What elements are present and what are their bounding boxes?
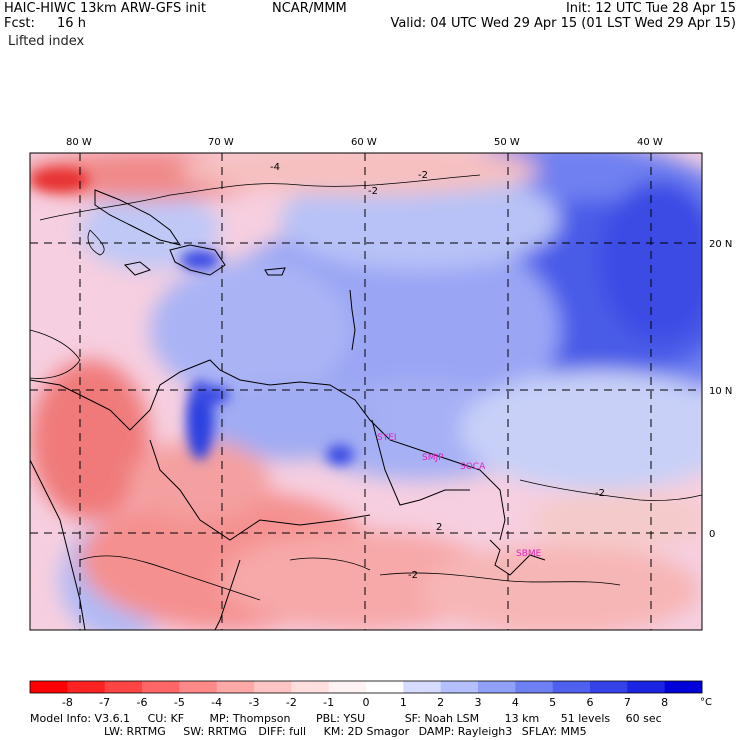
colorbar-tick-label: -7 [99, 696, 111, 709]
colorbar-swatch [216, 681, 255, 693]
colorbar-swatch [291, 681, 330, 693]
colorbar-tick-label: 4 [511, 696, 519, 709]
colorbar-frame [29, 680, 703, 694]
lon-label: 40 W [637, 137, 663, 148]
colorbar-tick-label: -3 [248, 696, 260, 709]
colorbar-swatch [142, 681, 180, 693]
colorbar-swatch [403, 681, 442, 693]
sflay-info: SFLAY: MM5 [521, 725, 587, 738]
org-label: NCAR/MMM [272, 1, 347, 16]
field-name: Lifted index [8, 34, 85, 49]
colorbar-swatch [590, 681, 628, 693]
colorbar-tick-label: -2 [285, 696, 297, 709]
station-label: SOCA [460, 462, 486, 472]
station-label: SMJP [422, 453, 444, 463]
cu-info: CU: KF [147, 712, 185, 725]
model-title: HAIC-HIWC 13km ARW-GFS init [4, 1, 206, 16]
contour-label: -2 [595, 488, 605, 499]
colorbar-swatch [30, 681, 68, 693]
colorbar-tick-label: -1 [323, 696, 335, 709]
colorbar-swatch [366, 681, 404, 693]
colorbar-swatch [254, 681, 292, 693]
contour-label: -2 [408, 570, 418, 581]
colorbar-swatch [328, 681, 367, 693]
lon-label: 70 W [208, 137, 234, 148]
station-label: SBME [516, 549, 542, 559]
colorbar-tick-label: 7 [623, 696, 631, 709]
colorbar-swatch [627, 681, 666, 693]
colorbar-tick-label: 6 [586, 696, 594, 709]
coastlines [29, 189, 546, 631]
colorbar-swatch [179, 681, 218, 693]
mp-info: MP: Thompson [209, 712, 291, 725]
lat-label: 0 [709, 529, 715, 540]
contours [29, 174, 703, 601]
colorbar-unit: °C [700, 697, 712, 708]
lw-info: LW: RRTMG [104, 725, 166, 738]
lon-label: 60 W [351, 137, 377, 148]
colorbar-swatch [552, 681, 591, 693]
lat-lon-grid [30, 153, 702, 630]
lat-label: 10 N [709, 386, 732, 397]
levels-info: 51 levels [560, 712, 611, 725]
sw-info: SW: RRTMG [183, 725, 247, 738]
footer-line2: LW: RRTMG SW: RRTMG DIFF: full KM: 2D Sm… [104, 725, 587, 738]
map-frame [29, 152, 703, 631]
contour-label: 2 [436, 522, 442, 533]
damp-info: DAMP: Rayleigh3 [418, 725, 513, 738]
colorbar-swatch [664, 681, 703, 693]
field-shading [30, 153, 702, 630]
colorbar-tick-label: -4 [211, 696, 223, 709]
contour-label: -4 [270, 162, 280, 173]
colorbar-tick-label: 0 [362, 696, 370, 709]
timestep-info: 60 sec [625, 712, 662, 725]
sf-info: SF: Noah LSM [404, 712, 480, 725]
station-label: SYEI [377, 433, 397, 443]
colorbar-tick-label: 1 [399, 696, 407, 709]
km-info: KM: 2D Smagor [323, 725, 410, 738]
colorbar-swatch [440, 681, 479, 693]
pbl-info: PBL: YSU [315, 712, 366, 725]
colorbar-swatch [67, 681, 106, 693]
colorbar-swatch [478, 681, 516, 693]
init-time: Init: 12 UTC Tue 28 Apr 15 [565, 1, 736, 16]
lon-label: 80 W [66, 137, 92, 148]
diff-info: DIFF: full [258, 725, 307, 738]
colorbar-tick-label: 8 [661, 696, 669, 709]
resolution-info: 13 km [504, 712, 540, 725]
footer-line1: Model Info: V3.6.1 CU: KF MP: Thompson P… [30, 712, 662, 725]
colorbar-swatch [104, 681, 143, 693]
lat-label: 20 N [709, 239, 732, 250]
lon-label: 50 W [494, 137, 520, 148]
valid-time: Valid: 04 UTC Wed 29 Apr 15 (01 LST Wed … [390, 16, 736, 31]
contour-label: -2 [418, 170, 428, 181]
fcst-label: Fcst: [4, 16, 35, 31]
colorbar-tick-label: 3 [474, 696, 482, 709]
colorbar-tick-label: -5 [173, 696, 185, 709]
colorbar-tick-label: -8 [61, 696, 73, 709]
forecast-hour: Fcst: 16 h [4, 17, 86, 31]
fcst-value: 16 h [57, 16, 86, 31]
colorbar [29, 680, 703, 694]
colorbar-tick-label: -6 [136, 696, 148, 709]
model-info: Model Info: V3.6.1 [30, 712, 131, 725]
colorbar-tick-label: 5 [549, 696, 557, 709]
colorbar-tick-label: 2 [437, 696, 445, 709]
colorbar-swatch [515, 681, 554, 693]
contour-label: -2 [368, 186, 378, 197]
